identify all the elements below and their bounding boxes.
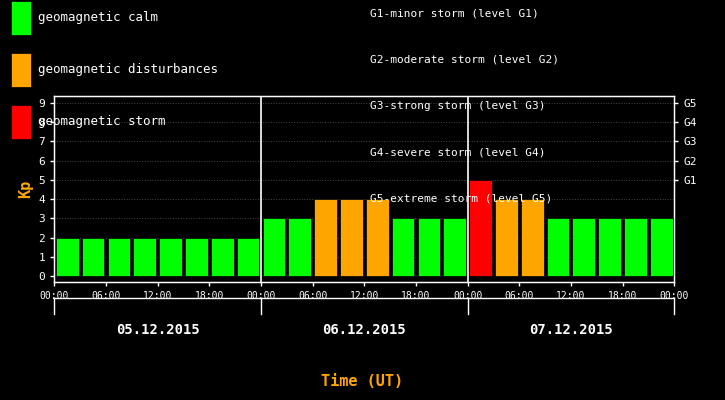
Bar [495,199,518,276]
Bar [133,238,156,276]
Bar [185,238,208,276]
Bar [650,218,673,276]
Text: G5-extreme storm (level G5): G5-extreme storm (level G5) [370,193,552,203]
Bar [56,238,78,276]
Bar [82,238,104,276]
Bar [624,218,647,276]
Bar [289,218,311,276]
Text: G2-moderate storm (level G2): G2-moderate storm (level G2) [370,55,559,65]
Text: 07.12.2015: 07.12.2015 [529,323,613,337]
Bar [340,199,362,276]
Bar [521,199,544,276]
Text: geomagnetic calm: geomagnetic calm [38,12,159,24]
Text: Time (UT): Time (UT) [321,374,404,390]
Bar [366,199,389,276]
Bar [598,218,621,276]
Bar [107,238,130,276]
Text: G3-strong storm (level G3): G3-strong storm (level G3) [370,101,545,111]
Bar [160,238,182,276]
Text: geomagnetic disturbances: geomagnetic disturbances [38,64,218,76]
Bar [392,218,415,276]
Bar [444,218,466,276]
Y-axis label: Kp: Kp [18,180,33,198]
Text: geomagnetic storm: geomagnetic storm [38,116,166,128]
Bar [418,218,440,276]
Bar [573,218,595,276]
Bar [469,180,492,276]
Text: 06.12.2015: 06.12.2015 [323,323,406,337]
Bar [237,238,260,276]
Bar [314,199,337,276]
Text: G4-severe storm (level G4): G4-severe storm (level G4) [370,147,545,157]
Bar [262,218,285,276]
Bar [211,238,233,276]
Text: G1-minor storm (level G1): G1-minor storm (level G1) [370,9,539,19]
Bar [547,218,569,276]
Text: 05.12.2015: 05.12.2015 [116,323,199,337]
